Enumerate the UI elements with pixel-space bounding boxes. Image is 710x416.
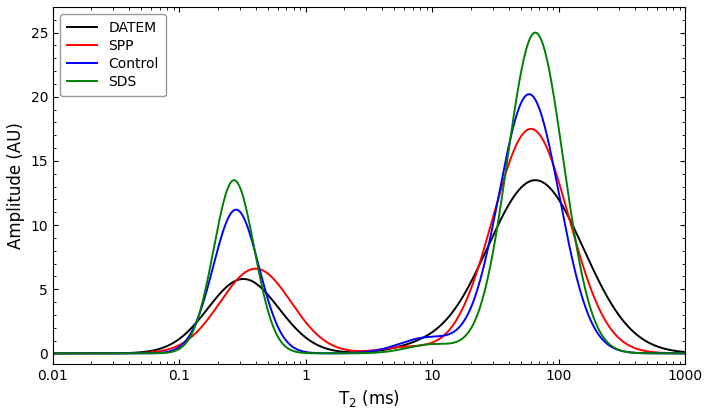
DATEM xyxy=(290,325,299,330)
X-axis label: T$_2$ (ms): T$_2$ (ms) xyxy=(338,388,400,409)
SPP xyxy=(163,347,172,352)
Control xyxy=(569,260,577,265)
Control xyxy=(525,92,533,97)
DATEM xyxy=(163,343,172,348)
SDS xyxy=(460,334,469,339)
SDS xyxy=(163,350,172,355)
Control xyxy=(520,94,529,99)
Line: SDS: SDS xyxy=(53,32,685,353)
DATEM xyxy=(49,351,58,356)
Control xyxy=(460,318,469,323)
SDS xyxy=(290,349,299,354)
Control xyxy=(163,349,172,354)
DATEM xyxy=(460,292,469,297)
SPP xyxy=(569,230,577,235)
DATEM xyxy=(531,178,540,183)
SDS xyxy=(681,351,689,356)
SPP xyxy=(681,351,689,356)
Control xyxy=(49,351,58,356)
SDS xyxy=(49,351,58,356)
Legend: DATEM, SPP, Control, SDS: DATEM, SPP, Control, SDS xyxy=(60,14,166,96)
SPP xyxy=(527,126,535,131)
Y-axis label: Amplitude (AU): Amplitude (AU) xyxy=(7,122,25,249)
Line: SPP: SPP xyxy=(53,129,685,353)
DATEM xyxy=(428,329,437,334)
SDS xyxy=(569,223,577,228)
Control xyxy=(428,334,437,339)
SPP xyxy=(428,340,437,345)
Line: Control: Control xyxy=(53,94,685,353)
DATEM xyxy=(681,349,689,354)
SDS xyxy=(531,30,540,35)
SPP xyxy=(460,302,469,307)
SPP xyxy=(520,129,529,134)
Control xyxy=(290,346,299,351)
DATEM xyxy=(569,224,577,229)
SDS xyxy=(520,52,529,57)
SPP xyxy=(49,351,58,356)
Line: DATEM: DATEM xyxy=(53,180,685,353)
SDS xyxy=(428,342,437,347)
DATEM xyxy=(520,182,529,187)
Control xyxy=(681,351,689,356)
SPP xyxy=(290,305,299,310)
